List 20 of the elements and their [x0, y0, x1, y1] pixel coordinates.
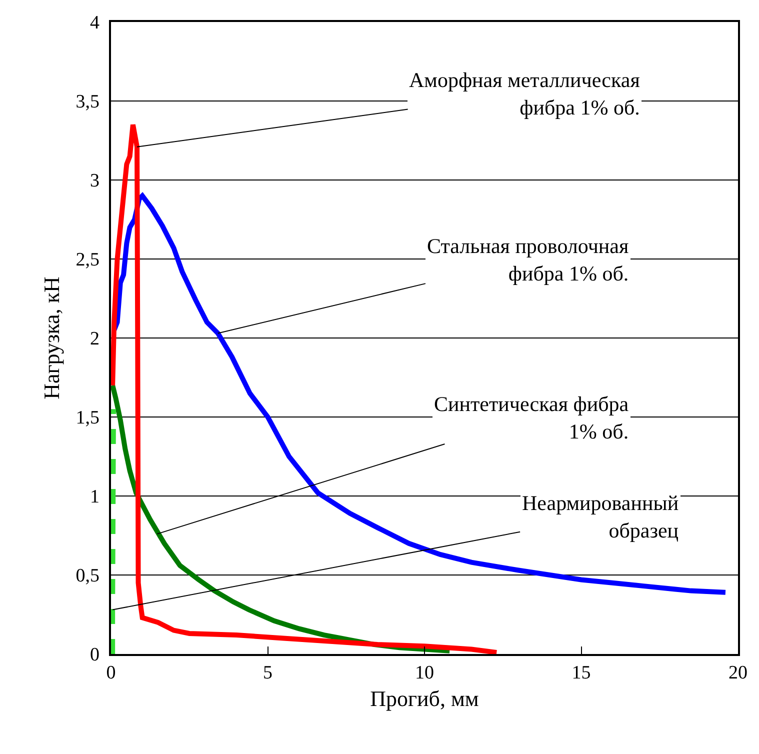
y-axis-title: Нагрузка, кН	[39, 276, 64, 400]
y-tick-label: 0,5	[76, 566, 100, 587]
y-tick-label: 1	[90, 486, 100, 508]
annotation: Неармированный образец	[522, 491, 679, 542]
x-tick-label: 5	[263, 662, 272, 684]
x-tick-label: 0	[106, 662, 116, 684]
annotation: Аморфная металлическая фибра 1% об.	[409, 68, 640, 120]
annotation: Синтетическая фибра 1% об.	[434, 392, 630, 444]
annotation: Стальная проволочная фибра 1% об.	[427, 234, 629, 286]
y-tick-label: 3,5	[76, 92, 100, 113]
y-tick-label: 2,5	[76, 250, 100, 271]
x-tick-label: 15	[572, 662, 591, 684]
x-axis-title: Прогиб, мм	[370, 686, 479, 711]
y-tick-label: 0	[90, 644, 100, 666]
x-tick-label: 20	[728, 662, 748, 684]
y-tick-label: 1,5	[76, 408, 100, 429]
y-tick-label: 2	[90, 328, 100, 350]
y-tick-label: 3	[90, 170, 100, 192]
x-tick-label: 10	[415, 662, 434, 684]
y-tick-label: 4	[90, 12, 100, 34]
